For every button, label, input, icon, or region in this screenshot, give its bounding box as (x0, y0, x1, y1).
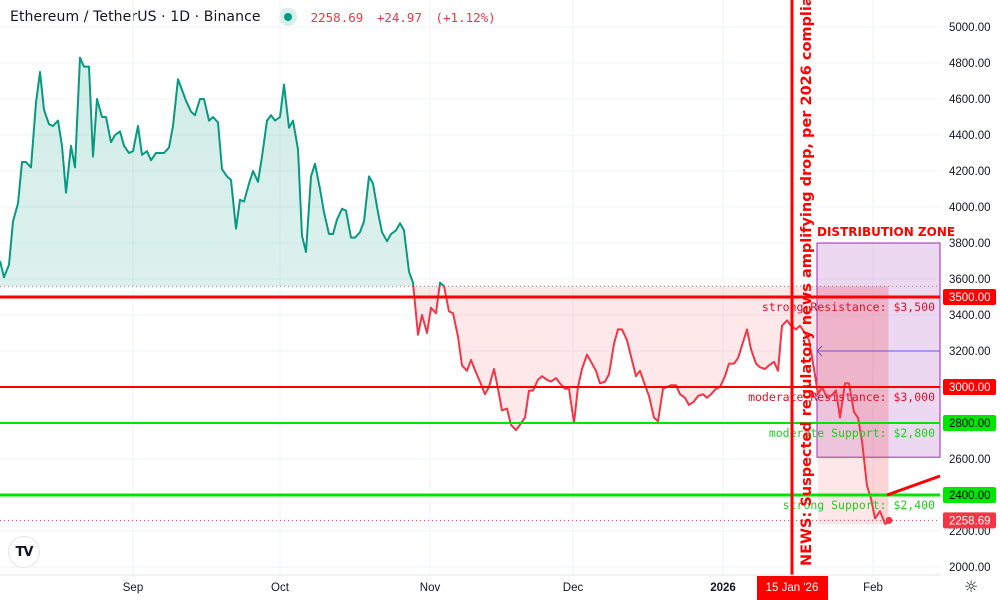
time-highlight-badge[interactable] (757, 576, 828, 600)
price-tick-label: 3400.00 (949, 310, 991, 322)
price-tick-label: 4200.00 (949, 166, 991, 178)
price-tick-label: 4400.00 (949, 130, 991, 142)
price-tick-label: 4800.00 (949, 58, 991, 70)
distribution-zone-label: DISTRIBUTION ZONE (817, 225, 955, 239)
price-line-down (412, 286, 890, 525)
support-resistance-levels[interactable]: strong Resistance: $3,500 moderate Resist… (0, 295, 940, 512)
price-tick-label: 3600.00 (949, 274, 991, 286)
area-fill-up (0, 57, 444, 286)
price-badge[interactable] (943, 379, 996, 395)
price-badge-label: 2258.69 (949, 515, 991, 527)
price-tick-label: 2200.00 (949, 526, 991, 538)
symbol-title[interactable]: Ethereum / TetherUS · 1D · Binance (10, 9, 261, 25)
time-tick-label: Feb (863, 582, 883, 594)
time-tick-label: Oct (271, 582, 290, 594)
trend-line[interactable] (886, 474, 941, 497)
news-annotation: NEWS: Suspected regulatory news amplifyi… (799, 0, 815, 566)
last-price: 2258.69 (310, 9, 364, 25)
level-label: moderate Support: $2,800 (769, 426, 935, 440)
time-tick-label: 2026 (710, 582, 736, 594)
time-highlight-label: 15 Jan '26 (766, 582, 819, 594)
level-label: strong Resistance: $3,500 (762, 300, 935, 314)
price-info: 2258.69 +24.97 (+1.12%) (311, 10, 502, 25)
price-badge[interactable] (943, 487, 996, 503)
live-dot (283, 13, 292, 21)
price-change-pct: (+1.12%) (435, 9, 496, 25)
market-status-icon[interactable] (278, 8, 297, 26)
price-badge[interactable] (943, 415, 996, 431)
price-tick-label: 4000.00 (949, 202, 991, 214)
price-tick-label: 3200.00 (949, 346, 991, 358)
price-tick-label: 4600.00 (949, 94, 991, 106)
tradingview-logo-icon[interactable]: TV (8, 536, 40, 568)
price-tick-label: 2000.00 (949, 562, 991, 574)
area-fill-down (0, 286, 889, 524)
level-label: moderate Resistance: $3,000 (748, 390, 935, 404)
price-tick-label: 5000.00 (949, 22, 991, 34)
settings-gear-icon[interactable]: ☼ (963, 576, 979, 596)
price-badge[interactable] (943, 289, 996, 305)
last-price-dot (885, 516, 893, 524)
level-label: strong Support: $2,400 (783, 498, 935, 512)
time-tick-label: Dec (563, 582, 584, 594)
price-tick-label: 3800.00 (949, 238, 991, 250)
price-badge-label: 3000.00 (949, 382, 991, 394)
price-badge-label: 2800.00 (949, 418, 991, 430)
price-badge-label: 2400.00 (949, 490, 991, 502)
price-axis[interactable]: 5000.00 4800.00 4600.00 4400.00 4200.00 4000.… (943, 22, 996, 574)
price-tick-label: 2600.00 (949, 454, 991, 466)
time-tick-label: Nov (420, 582, 441, 594)
price-badge-label: 3500.00 (949, 292, 991, 304)
price-change: +24.97 (376, 9, 422, 25)
price-badge[interactable] (943, 512, 996, 529)
time-axis[interactable]: Sep Oct Nov Dec 2026 Feb 15 Jan '26 (123, 576, 883, 600)
chart-header: Ethereum / TetherUS · 1D · Binance 2258.… (0, 0, 940, 34)
price-line-up (0, 56, 445, 286)
time-tick-label: Sep (123, 582, 143, 594)
